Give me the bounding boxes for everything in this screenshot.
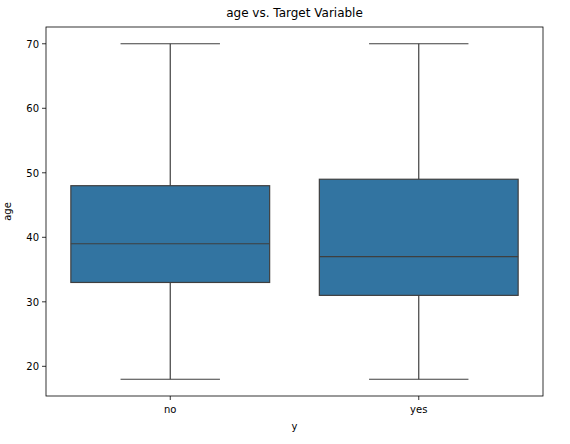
chart-svg: 20 30 40 50 60 70 no yes age vs. Target Variable… [0, 0, 570, 444]
y-tick [42, 43, 46, 44]
y-axis-label: age [2, 202, 13, 221]
y-tick-label: 40 [26, 232, 39, 243]
box [319, 179, 518, 295]
y-tick [42, 301, 46, 302]
cap-high [369, 43, 468, 44]
title: age vs. Target Variable [226, 6, 363, 20]
y-tick [42, 108, 46, 109]
whisker-low [170, 282, 171, 379]
x-tick-label: no [164, 404, 176, 415]
cap-low [369, 379, 468, 380]
y-tick-label: 20 [26, 361, 39, 372]
median [319, 256, 518, 257]
whisker-high [418, 44, 419, 179]
whisker-low [418, 295, 419, 379]
cap-low [121, 379, 220, 380]
plot-area [71, 44, 518, 379]
whisker-high [170, 44, 171, 186]
y-tick [42, 366, 46, 367]
chart-container: 20 30 40 50 60 70 no yes age vs. Target Variable… [0, 0, 570, 444]
y-tick [42, 237, 46, 238]
box [71, 186, 270, 283]
x-tick [418, 396, 419, 400]
y-tick-label: 50 [26, 168, 39, 179]
frame [46, 27, 543, 396]
y-tick [42, 172, 46, 173]
x-tick-label: yes [410, 404, 427, 415]
y-tick-label: 30 [26, 297, 39, 308]
x-tick [170, 396, 171, 400]
median [71, 243, 270, 244]
x-axis-label: y [292, 421, 298, 432]
cap-high [121, 43, 220, 44]
y-tick-label: 70 [26, 39, 39, 50]
y-tick-label: 60 [26, 103, 39, 114]
